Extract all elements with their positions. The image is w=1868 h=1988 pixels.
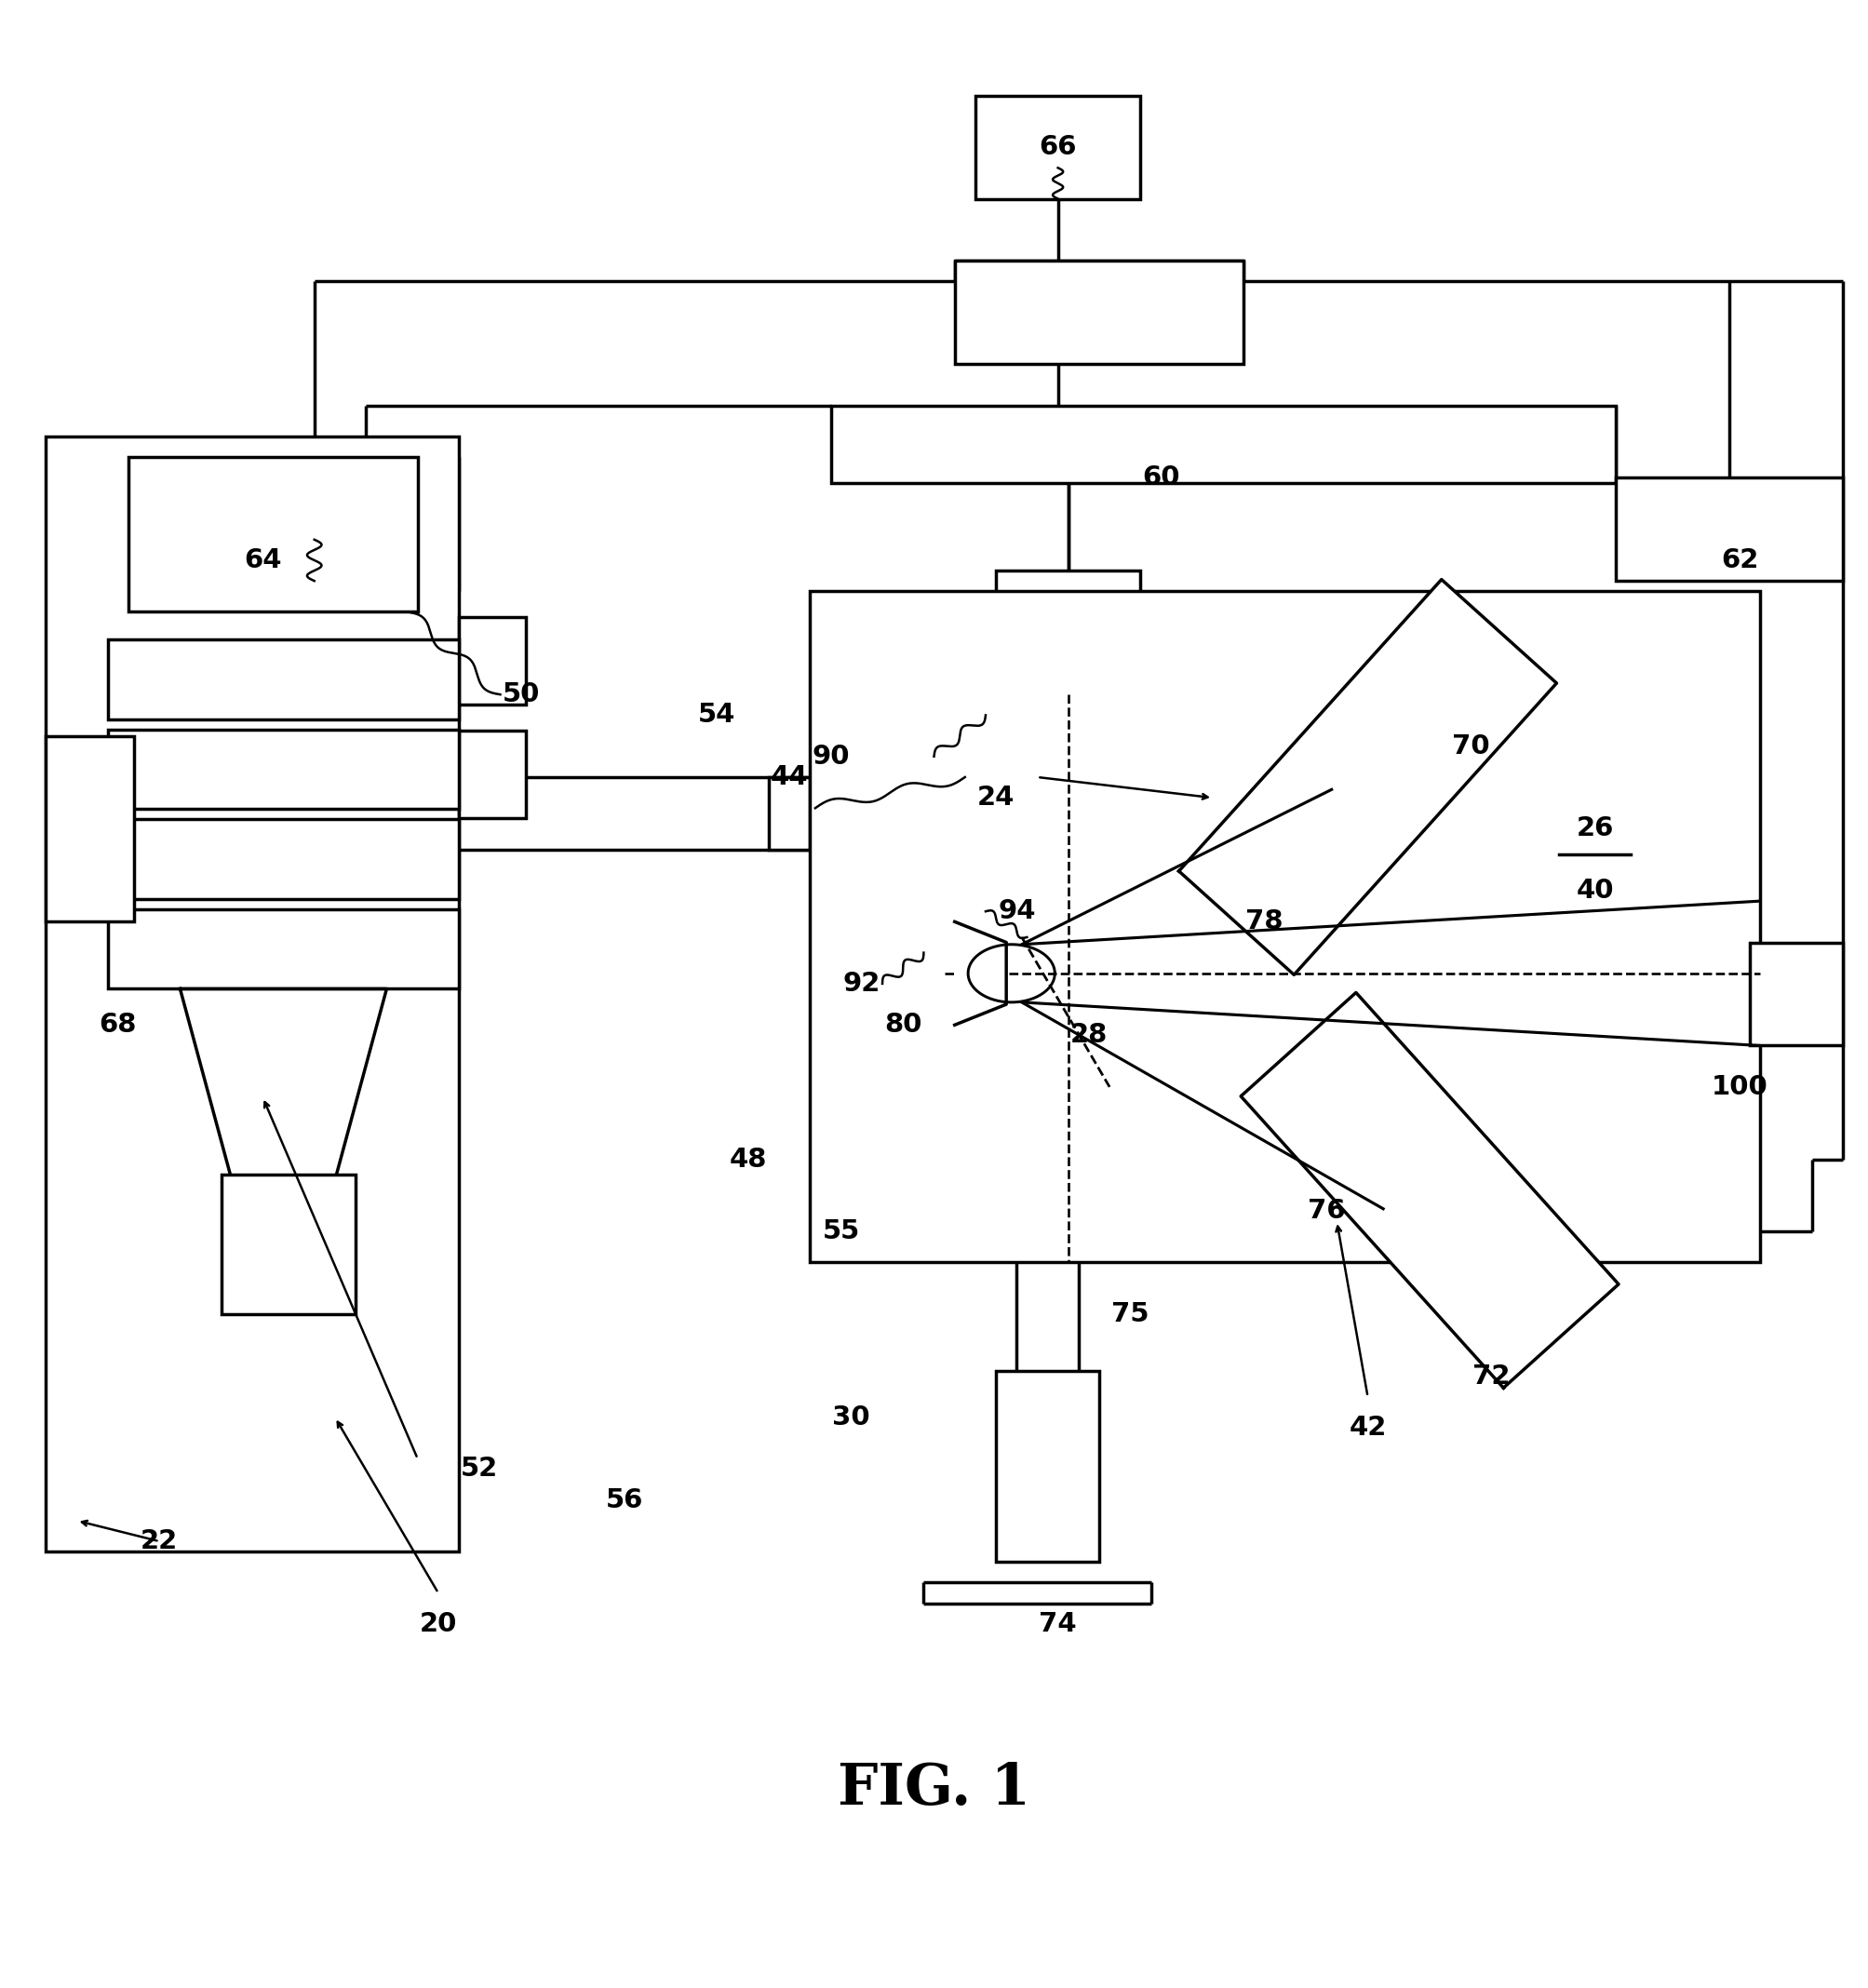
Bar [770,777,811,849]
Bar [108,730,460,809]
Text: 24: 24 [977,785,1014,811]
Text: 74: 74 [1039,1610,1076,1636]
Text: 54: 54 [699,702,736,728]
Text: 100: 100 [1711,1074,1767,1099]
Bar [108,909,460,988]
Polygon shape [1179,579,1556,974]
Text: 70: 70 [1451,734,1491,759]
Bar [129,457,418,612]
Polygon shape [955,922,1007,1026]
Bar [47,736,134,922]
Polygon shape [1240,992,1618,1388]
Bar [108,819,460,899]
Bar [996,571,1141,694]
Text: 66: 66 [1039,133,1076,161]
Text: 68: 68 [99,1012,136,1038]
Text: 20: 20 [420,1610,458,1636]
Text: 26: 26 [1577,815,1614,841]
Text: 75: 75 [1111,1300,1149,1328]
Text: 90: 90 [813,744,850,769]
Text: 42: 42 [1349,1415,1386,1441]
Text: 22: 22 [140,1529,177,1555]
Bar [222,1175,355,1314]
Text: FIG. 1: FIG. 1 [837,1761,1031,1817]
Text: 55: 55 [822,1219,859,1244]
Bar [108,640,460,720]
Text: 92: 92 [842,970,880,996]
Text: 94: 94 [998,899,1035,924]
Text: 76: 76 [1308,1199,1345,1225]
Text: 40: 40 [1577,877,1614,905]
Text: 30: 30 [833,1404,870,1431]
Bar [460,616,527,706]
Text: 62: 62 [1720,547,1758,573]
Text: 64: 64 [245,547,282,573]
Text: 56: 56 [605,1487,643,1513]
Text: 60: 60 [1143,465,1181,491]
Bar [47,435,460,1553]
Text: 28: 28 [1070,1022,1108,1048]
Bar [1750,942,1844,1046]
Bar [831,406,1616,483]
Bar [955,260,1244,364]
Bar [996,1372,1098,1563]
Text: 80: 80 [884,1012,921,1038]
Bar [811,590,1760,1262]
Text: 50: 50 [502,682,540,708]
Text: 48: 48 [729,1147,768,1173]
Text: 44: 44 [771,763,809,789]
Bar [460,732,527,819]
Bar [975,95,1141,199]
Polygon shape [179,988,387,1181]
Text: 52: 52 [461,1455,499,1483]
Text: 78: 78 [1246,909,1283,934]
Text: 72: 72 [1472,1364,1511,1390]
Bar [191,477,418,580]
Bar [1616,477,1844,580]
